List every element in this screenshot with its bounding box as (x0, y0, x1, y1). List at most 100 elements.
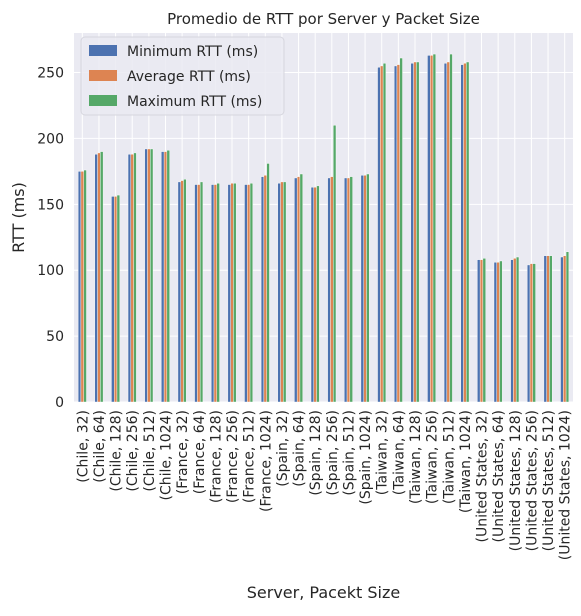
bar (180, 180, 184, 403)
bar (130, 154, 134, 403)
x-tick-label: (United States, 128) (508, 410, 524, 551)
bar (294, 177, 298, 403)
bar (183, 179, 187, 403)
x-tick-label: (France, 1024) (258, 410, 274, 512)
bar (280, 181, 284, 403)
legend-swatch (89, 70, 117, 81)
x-tick-label: (Chile, 128) (109, 410, 125, 492)
bar (313, 186, 317, 403)
bar (443, 63, 448, 403)
x-tick-label: (France, 32) (175, 410, 191, 494)
bar (563, 255, 567, 403)
bar (399, 57, 403, 403)
bar (416, 61, 420, 403)
bar (510, 259, 514, 403)
bar (244, 184, 248, 403)
y-tick-label: 100 (37, 263, 64, 279)
legend (80, 36, 285, 116)
bar (432, 53, 436, 403)
x-tick-label: (France, 512) (242, 410, 258, 503)
y-axis-label: RTT (ms) (9, 182, 28, 253)
bar (247, 184, 251, 403)
x-tick-label: (Chile, 256) (125, 410, 141, 492)
bar (166, 150, 170, 403)
bar (216, 183, 220, 403)
x-tick-label: (Taiwan, 128) (408, 410, 424, 504)
bar (482, 258, 486, 403)
bar (163, 151, 168, 403)
bar (430, 55, 434, 403)
bar (410, 63, 414, 403)
chart-title: Promedio de RTT por Server y Packet Size (167, 10, 480, 28)
bar (283, 181, 287, 403)
bar (197, 184, 201, 403)
bar (349, 176, 353, 403)
bar (277, 183, 281, 403)
bar (233, 183, 237, 403)
bar (213, 184, 217, 403)
x-tick-label: (United States, 64) (491, 410, 507, 542)
bar (479, 259, 484, 403)
bar (413, 61, 417, 403)
x-tick-label: (Chile, 64) (92, 410, 108, 483)
bar (97, 152, 101, 403)
x-tick-label: (Taiwan, 1024) (458, 410, 474, 513)
bar (150, 148, 154, 403)
bar (327, 177, 331, 403)
x-tick-label: (Taiwan, 256) (425, 410, 441, 504)
bar (296, 176, 301, 403)
bar (360, 175, 364, 403)
bar (366, 173, 370, 403)
bar (477, 259, 481, 403)
bar (496, 262, 500, 403)
bar (466, 61, 470, 403)
bar (316, 185, 320, 403)
x-tick-label: (United States, 1024) (558, 410, 574, 560)
x-tick-label: (Chile, 1024) (158, 410, 174, 501)
bar (113, 196, 118, 403)
legend-label: Average RTT (ms) (127, 69, 251, 85)
y-tick-label: 0 (55, 395, 64, 411)
x-tick-label: (Taiwan, 512) (441, 410, 457, 504)
bar (177, 181, 181, 403)
bar (382, 63, 387, 403)
bar (560, 256, 564, 403)
bar (529, 263, 534, 403)
bar (227, 184, 231, 403)
bar (310, 186, 314, 403)
bar (493, 262, 497, 403)
x-tick-label: (United States, 32) (475, 410, 491, 542)
x-tick-label: (Spain, 256) (325, 410, 341, 496)
x-tick-label: (Spain, 32) (275, 410, 291, 487)
bar (94, 154, 98, 403)
x-tick-label: (Taiwan, 32) (375, 410, 391, 495)
bar (344, 177, 348, 403)
bar (377, 67, 381, 403)
bar (499, 260, 503, 403)
y-tick-label: 200 (37, 131, 64, 147)
bar (460, 64, 464, 403)
x-tick-label: (France, 256) (225, 410, 241, 503)
bar (144, 148, 148, 403)
bar (393, 65, 398, 403)
x-tick-label: (Spain, 64) (292, 410, 308, 487)
bar (333, 125, 337, 403)
bar (266, 163, 270, 403)
bar (532, 263, 536, 403)
bar (147, 148, 151, 403)
bar (230, 183, 234, 403)
bar (100, 151, 104, 403)
legend-swatch (89, 45, 117, 56)
bar (380, 65, 384, 403)
x-tick-label: (United States, 256) (524, 410, 540, 551)
bar (346, 177, 351, 403)
bar (515, 256, 520, 403)
bar (194, 184, 198, 403)
bar (127, 154, 132, 403)
bar (543, 255, 547, 403)
bar (133, 152, 137, 403)
bar (427, 55, 431, 403)
x-axis-label: Server, Pacekt Size (247, 583, 400, 602)
bar (211, 184, 215, 403)
x-tick-label: (France, 64) (192, 410, 208, 494)
